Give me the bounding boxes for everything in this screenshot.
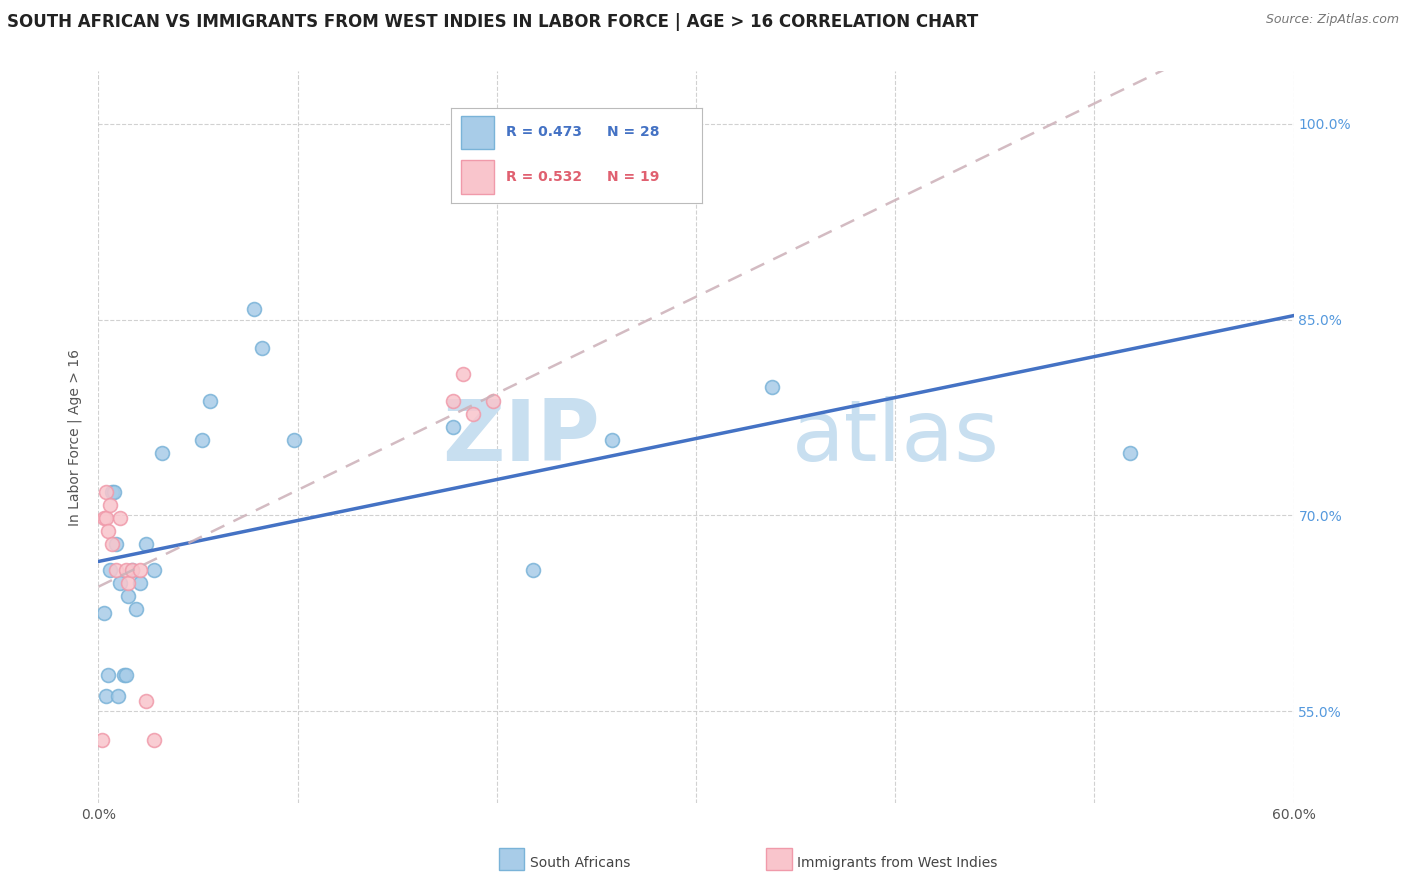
- Point: [110, 511, 132, 525]
- Point: [243, 301, 266, 317]
- Point: [191, 433, 214, 447]
- Point: [250, 341, 273, 355]
- Point: [105, 563, 128, 577]
- Point: [461, 407, 484, 421]
- Point: [105, 537, 128, 551]
- Point: [441, 393, 464, 408]
- Point: [441, 419, 464, 434]
- Point: [283, 433, 305, 447]
- Point: [97, 667, 120, 681]
- Point: [121, 563, 143, 577]
- Point: [107, 689, 129, 703]
- Point: [761, 380, 783, 394]
- Text: South Africans: South Africans: [530, 855, 630, 870]
- Point: [121, 563, 143, 577]
- Point: [96, 689, 118, 703]
- Point: [125, 602, 148, 616]
- Point: [602, 433, 624, 447]
- Y-axis label: In Labor Force | Age > 16: In Labor Force | Age > 16: [67, 349, 83, 525]
- Text: Source: ZipAtlas.com: Source: ZipAtlas.com: [1265, 13, 1399, 27]
- Point: [115, 667, 138, 681]
- Point: [93, 511, 115, 525]
- Point: [115, 563, 138, 577]
- Point: [97, 524, 120, 538]
- Text: Immigrants from West Indies: Immigrants from West Indies: [797, 855, 998, 870]
- Point: [135, 537, 157, 551]
- Point: [101, 485, 124, 500]
- Point: [143, 733, 166, 747]
- Point: [112, 667, 135, 681]
- Point: [198, 393, 221, 408]
- Point: [91, 733, 114, 747]
- Text: ZIP: ZIP: [443, 395, 600, 479]
- Point: [96, 511, 118, 525]
- Text: SOUTH AFRICAN VS IMMIGRANTS FROM WEST INDIES IN LABOR FORCE | AGE > 16 CORRELATI: SOUTH AFRICAN VS IMMIGRANTS FROM WEST IN…: [7, 13, 979, 31]
- Point: [129, 576, 152, 591]
- Point: [481, 393, 505, 408]
- Text: atlas: atlas: [792, 395, 1000, 479]
- Point: [1119, 446, 1142, 460]
- Point: [143, 563, 166, 577]
- Point: [103, 485, 125, 500]
- Point: [101, 537, 124, 551]
- Point: [522, 563, 544, 577]
- Point: [135, 694, 157, 708]
- Point: [100, 498, 122, 512]
- Point: [100, 563, 122, 577]
- Point: [451, 368, 474, 382]
- Point: [96, 485, 118, 500]
- Point: [129, 563, 152, 577]
- Point: [150, 446, 173, 460]
- Point: [117, 590, 139, 604]
- Point: [117, 576, 139, 591]
- Point: [110, 576, 132, 591]
- Point: [93, 607, 115, 621]
